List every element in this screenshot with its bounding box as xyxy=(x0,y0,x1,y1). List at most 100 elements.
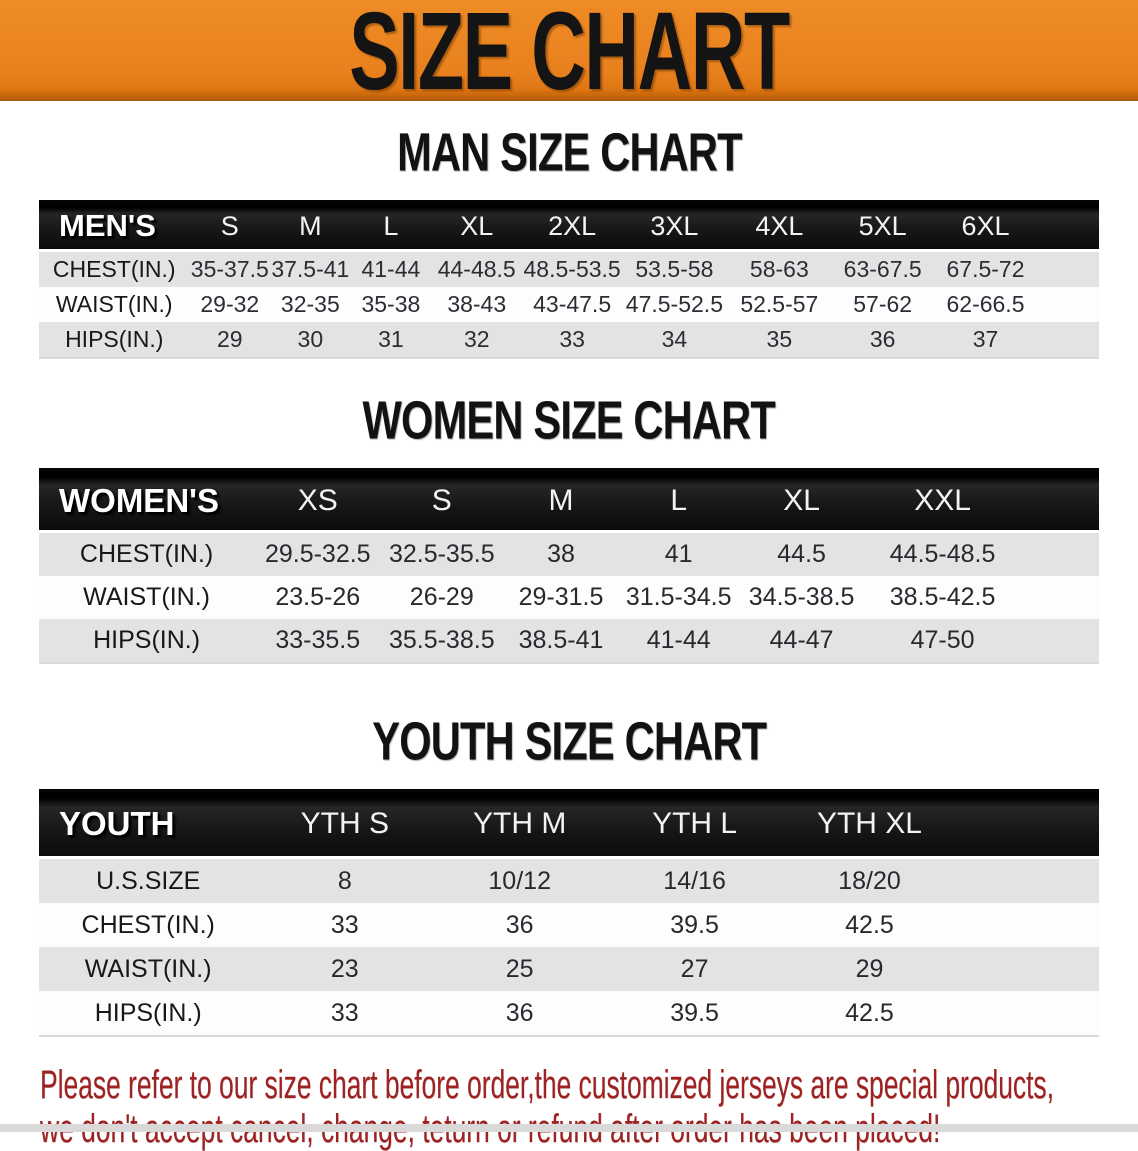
size-value: 67.5-72 xyxy=(933,252,1038,287)
table-row: WAIST(IN.) 23.5-26 26-29 29-31.5 31.5-34… xyxy=(39,576,1099,619)
table-row: HIPS(IN.) 29 30 31 32 33 34 35 36 37 xyxy=(39,322,1099,359)
size-value: 52.5-57 xyxy=(726,287,832,322)
size-value: 57-62 xyxy=(831,287,934,322)
size-value: 36 xyxy=(432,991,608,1037)
size-value: 29-31.5 xyxy=(502,576,620,619)
size-value: 42.5 xyxy=(782,991,957,1037)
size-value: 35.5-38.5 xyxy=(381,619,503,664)
table-row: WAIST(IN.) 29-32 32-35 35-38 38-43 43-47… xyxy=(39,287,1099,322)
size-value: 47.5-52.5 xyxy=(621,287,727,322)
bottom-border-strip xyxy=(0,1124,1138,1132)
youth-group-label: YOUTH xyxy=(39,789,258,859)
size-value: 39.5 xyxy=(607,991,783,1037)
table-row: WAIST(IN.) 23 25 27 29 xyxy=(39,947,1099,991)
men-section-title: MAN SIZE CHART xyxy=(396,122,742,184)
youth-size-table: YOUTH YTH S YTH M YTH L YTH XL U.S.SIZE … xyxy=(39,789,1099,1037)
measure-row-label: CHEST(IN.) xyxy=(39,252,190,287)
size-value: 53.5-58 xyxy=(621,252,727,287)
women-size-table: WOMEN'S XS S M L XL XXL CHEST(IN.) 29.5-… xyxy=(39,468,1099,664)
size-value: 29.5-32.5 xyxy=(254,533,382,576)
header-filler xyxy=(1037,200,1099,252)
size-value: 35 xyxy=(726,322,832,359)
measure-row-label: U.S.SIZE xyxy=(39,859,258,903)
row-filler xyxy=(1019,619,1099,664)
header-filler xyxy=(956,789,1099,859)
table-row: CHEST(IN.) 29.5-32.5 32.5-35.5 38 41 44.… xyxy=(39,533,1099,576)
size-column-header: M xyxy=(270,200,351,252)
measure-row-label: WAIST(IN.) xyxy=(39,287,190,322)
row-filler xyxy=(1037,287,1099,322)
size-column-header: 3XL xyxy=(621,200,727,252)
measure-row-label: CHEST(IN.) xyxy=(39,903,258,947)
size-value: 29-32 xyxy=(189,287,271,322)
table-row: CHEST(IN.) 33 36 39.5 42.5 xyxy=(39,903,1099,947)
measure-row-label: HIPS(IN.) xyxy=(39,322,190,359)
measure-row-label: CHEST(IN.) xyxy=(39,533,255,576)
size-column-header: 5XL xyxy=(831,200,934,252)
size-value: 42.5 xyxy=(782,903,957,947)
row-filler xyxy=(956,991,1099,1037)
size-value: 38.5-41 xyxy=(502,619,620,664)
size-value: 18/20 xyxy=(782,859,957,903)
size-column-header: XL xyxy=(737,468,866,533)
row-filler xyxy=(956,859,1099,903)
size-value: 8 xyxy=(257,859,433,903)
size-value: 36 xyxy=(831,322,934,359)
size-column-header: XXL xyxy=(865,468,1020,533)
row-filler xyxy=(1019,533,1099,576)
size-value: 14/16 xyxy=(607,859,783,903)
size-column-header: L xyxy=(619,468,738,533)
disclaimer-line-1: Please refer to our size chart before or… xyxy=(40,1063,1054,1107)
men-group-label: MEN'S xyxy=(39,200,190,252)
size-value: 32-35 xyxy=(270,287,351,322)
size-value: 34.5-38.5 xyxy=(737,576,866,619)
size-value: 35-38 xyxy=(350,287,432,322)
size-value: 33-35.5 xyxy=(254,619,382,664)
size-value: 31 xyxy=(350,322,432,359)
size-value: 44.5 xyxy=(737,533,866,576)
size-column-header: S xyxy=(189,200,271,252)
disclaimer: Please refer to our size chart before or… xyxy=(40,1063,1138,1151)
size-value: 44-47 xyxy=(737,619,866,664)
size-value: 58-63 xyxy=(726,252,832,287)
measure-row-label: WAIST(IN.) xyxy=(39,947,258,991)
size-value: 10/12 xyxy=(432,859,608,903)
row-filler xyxy=(956,947,1099,991)
size-value: 63-67.5 xyxy=(831,252,934,287)
measure-row-label: WAIST(IN.) xyxy=(39,576,255,619)
youth-header-row: YOUTH YTH S YTH M YTH L YTH XL xyxy=(39,789,1099,859)
size-column-header: YTH M xyxy=(432,789,608,859)
size-value: 37.5-41 xyxy=(270,252,351,287)
size-value: 33 xyxy=(257,903,433,947)
row-filler xyxy=(1019,576,1099,619)
size-value: 41-44 xyxy=(619,619,738,664)
row-filler xyxy=(1037,322,1099,359)
size-column-header: YTH S xyxy=(257,789,433,859)
size-column-header: XS xyxy=(254,468,382,533)
men-size-table: MEN'S S M L XL 2XL 3XL 4XL 5XL 6XL CHEST… xyxy=(39,200,1099,359)
table-row: HIPS(IN.) 33 36 39.5 42.5 xyxy=(39,991,1099,1037)
size-value: 38-43 xyxy=(431,287,523,322)
size-value: 35-37.5 xyxy=(189,252,271,287)
size-value: 26-29 xyxy=(381,576,503,619)
header-filler xyxy=(1019,468,1099,533)
size-column-header: YTH XL xyxy=(782,789,957,859)
size-value: 47-50 xyxy=(865,619,1020,664)
size-column-header: XL xyxy=(431,200,523,252)
size-value: 23 xyxy=(257,947,433,991)
size-value: 34 xyxy=(621,322,727,359)
size-value: 25 xyxy=(432,947,608,991)
measure-row-label: HIPS(IN.) xyxy=(39,991,258,1037)
size-value: 32 xyxy=(431,322,523,359)
size-value: 62-66.5 xyxy=(933,287,1038,322)
table-row: U.S.SIZE 8 10/12 14/16 18/20 xyxy=(39,859,1099,903)
size-value: 31.5-34.5 xyxy=(619,576,738,619)
size-column-header: M xyxy=(502,468,620,533)
women-section-title: WOMEN SIZE CHART xyxy=(362,390,776,452)
row-filler xyxy=(1037,252,1099,287)
size-value: 43-47.5 xyxy=(522,287,622,322)
size-value: 32.5-35.5 xyxy=(381,533,503,576)
size-value: 48.5-53.5 xyxy=(522,252,622,287)
size-value: 23.5-26 xyxy=(254,576,382,619)
size-column-header: 4XL xyxy=(726,200,832,252)
